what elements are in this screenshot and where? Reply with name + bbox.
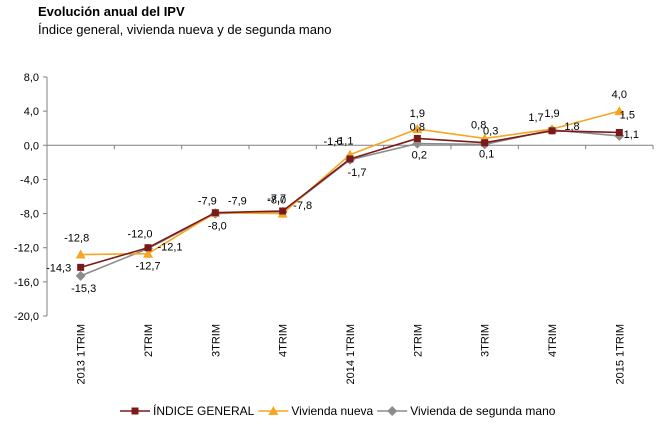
data-label: -7,7 xyxy=(267,193,286,205)
y-tick-label: -4,0 xyxy=(20,174,39,186)
data-label: -14,3 xyxy=(46,262,71,274)
chart-subtitle: Índice general, vivienda nueva y de segu… xyxy=(38,22,332,37)
data-label: 0,8 xyxy=(410,121,425,133)
data-point xyxy=(412,124,423,134)
data-label: -7,9 xyxy=(228,196,247,208)
x-category-label: 2014 1TRIM xyxy=(345,324,357,385)
data-label: 1,8 xyxy=(564,121,579,133)
data-label: -12,8 xyxy=(64,233,89,245)
data-point xyxy=(615,128,623,136)
y-tick-label: -20,0 xyxy=(14,311,39,323)
data-point xyxy=(144,244,152,252)
y-tick-label: 0,0 xyxy=(24,140,39,152)
legend-label-0: ÍNDICE GENERAL xyxy=(153,403,255,418)
x-category-label: 2TRIM xyxy=(412,324,424,357)
data-label: 1,9 xyxy=(544,108,559,120)
data-label: -12,1 xyxy=(157,242,182,254)
data-point xyxy=(614,106,625,116)
x-category-label: 2013 1TRIM xyxy=(76,324,88,385)
x-category-label: 4TRIM xyxy=(547,324,559,357)
data-label: -12,7 xyxy=(135,261,160,273)
data-point xyxy=(346,155,354,163)
data-point xyxy=(75,270,86,281)
data-point xyxy=(413,134,421,142)
data-point xyxy=(481,139,489,147)
x-category-label: 3TRIM xyxy=(210,324,222,357)
data-label: 1,1 xyxy=(624,129,639,141)
data-label: -15,3 xyxy=(71,283,96,295)
legend-marker-0 xyxy=(131,407,139,415)
data-label: -1,6 xyxy=(324,136,343,148)
data-point xyxy=(75,249,86,259)
y-tick-label: -8,0 xyxy=(20,209,39,221)
data-label: -12,0 xyxy=(127,229,152,241)
data-label: 1,5 xyxy=(620,109,635,121)
data-label: 1,7 xyxy=(528,112,543,124)
data-label: -1,1 xyxy=(335,136,354,148)
data-label: 0,1 xyxy=(479,148,494,160)
data-label: -7,9 xyxy=(198,196,217,208)
y-tick-label: -16,0 xyxy=(14,277,39,289)
legend-label-2: Vivienda de segunda mano xyxy=(410,404,556,418)
legend-label-1: Vivienda nueva xyxy=(291,404,373,418)
data-label: 1,9 xyxy=(410,108,425,120)
data-point xyxy=(211,209,219,217)
data-point xyxy=(77,263,85,271)
data-point xyxy=(548,127,556,135)
x-category-label: 2TRIM xyxy=(143,324,155,357)
y-tick-label: 8,0 xyxy=(24,72,39,84)
x-category-label: 3TRIM xyxy=(480,324,492,357)
y-tick-label: -12,0 xyxy=(14,243,39,255)
data-label: 0,2 xyxy=(412,150,427,162)
data-label: -8,0 xyxy=(267,195,286,207)
data-point xyxy=(279,207,287,215)
x-category-label: 2015 1TRIM xyxy=(614,324,626,385)
data-label: -8,0 xyxy=(208,221,227,233)
data-label: 0,8 xyxy=(471,119,486,131)
x-category-label: 4TRIM xyxy=(278,324,290,357)
chart-title: Evolución anual del IPV xyxy=(38,4,185,19)
data-label: -7,8 xyxy=(293,200,312,212)
legend-marker-1 xyxy=(268,406,279,415)
data-point xyxy=(143,248,153,258)
legend-marker-2 xyxy=(387,406,398,416)
y-tick-label: 4,0 xyxy=(24,106,39,118)
data-label: -1,7 xyxy=(348,167,367,179)
data-label: 0,3 xyxy=(483,126,498,138)
data-label: 4,0 xyxy=(612,89,627,101)
